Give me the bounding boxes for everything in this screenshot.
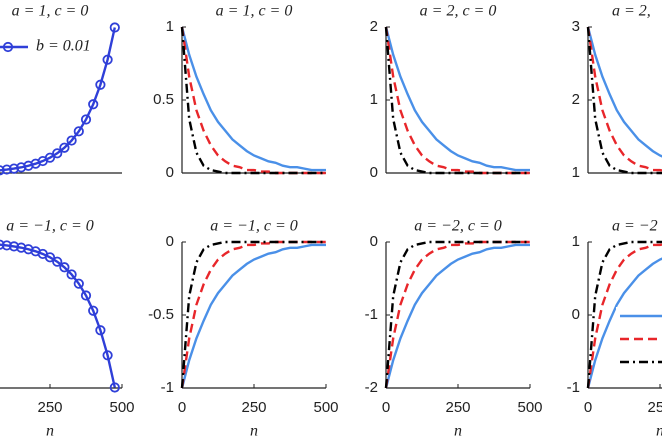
x-tick-label: 0 <box>584 399 592 416</box>
y-tick-label: 1 <box>572 233 580 250</box>
panel-title: a = −2, c = 0 <box>414 218 502 235</box>
series-line <box>384 243 530 389</box>
y-tick-label: -1 <box>161 379 174 396</box>
data-point <box>66 269 77 280</box>
panel-title: a = 1, c = 0 <box>216 3 293 20</box>
x-tick-label: 250 <box>37 399 62 416</box>
y-tick-label: 0 <box>166 164 174 181</box>
panel-title: a = −1, c = 0 <box>210 218 298 235</box>
data-point <box>16 162 27 173</box>
legend-marker <box>2 41 14 53</box>
data-point <box>52 256 63 267</box>
y-tick-label: -2 <box>365 379 378 396</box>
x-axis-label: n <box>454 423 462 440</box>
panel-title: a = −2 <box>612 218 658 235</box>
data-point <box>16 242 27 253</box>
data-point <box>66 135 77 146</box>
legend-label: b = 0.01 <box>36 38 91 55</box>
data-point <box>0 239 5 250</box>
x-tick-label: 500 <box>109 399 134 416</box>
x-tick-label: 250 <box>445 399 470 416</box>
series-line <box>586 240 662 389</box>
data-point <box>80 114 92 125</box>
series-line <box>180 240 326 389</box>
series-line <box>384 26 530 172</box>
series-line <box>0 243 116 388</box>
data-point <box>88 99 99 110</box>
y-tick-label: 0 <box>370 233 378 250</box>
panel-title: a = 2, <box>612 3 651 20</box>
data-point <box>59 262 70 273</box>
x-tick-label: 0 <box>382 399 390 416</box>
x-axis-label: n <box>656 423 662 440</box>
data-point <box>109 382 120 393</box>
y-tick-label: 0 <box>166 233 174 250</box>
series-line <box>586 257 662 389</box>
data-point <box>1 240 12 251</box>
y-tick-label: 2 <box>572 91 580 108</box>
data-point <box>8 241 20 252</box>
x-axis-label: n <box>46 423 54 440</box>
data-point <box>95 79 106 90</box>
series-line <box>180 240 326 389</box>
x-tick-label: 250 <box>241 399 266 416</box>
series-line <box>586 26 662 175</box>
series-line <box>384 26 530 175</box>
data-point <box>44 252 56 263</box>
x-tick-label: 500 <box>517 399 542 416</box>
data-point <box>102 54 113 65</box>
panel-title: a = −1, c = 0 <box>6 218 94 235</box>
series-line <box>586 243 662 389</box>
data-point <box>109 22 120 33</box>
series-line <box>384 26 530 175</box>
y-tick-label: 1 <box>166 18 174 35</box>
data-point <box>1 164 12 175</box>
series-line <box>586 26 662 172</box>
series-line <box>384 240 530 389</box>
data-point <box>80 290 92 301</box>
series-line <box>180 243 326 389</box>
x-axis-label: n <box>250 423 258 440</box>
panel-title: a = 2, c = 0 <box>420 3 497 20</box>
data-point <box>59 142 70 153</box>
data-point <box>0 165 5 176</box>
x-tick-label: 250 <box>647 399 662 416</box>
data-point <box>88 305 99 316</box>
data-point <box>52 148 63 159</box>
series-line <box>180 26 326 175</box>
series-line <box>180 26 326 175</box>
data-point <box>8 163 20 174</box>
data-point <box>44 152 56 163</box>
series-line <box>180 26 326 172</box>
y-tick-label: -1 <box>365 306 378 323</box>
x-tick-label: 500 <box>313 399 338 416</box>
x-tick-label: 0 <box>178 399 186 416</box>
y-tick-label: 0 <box>370 164 378 181</box>
y-tick-label: 0 <box>572 306 580 323</box>
y-tick-label: 3 <box>572 18 580 35</box>
series-line <box>384 240 530 389</box>
series-line <box>586 26 662 158</box>
y-tick-label: -1 <box>567 379 580 396</box>
data-point <box>73 126 84 137</box>
y-tick-label: 1 <box>370 91 378 108</box>
y-tick-label: -0.5 <box>148 306 174 323</box>
panel-title: a = 1, c = 0 <box>12 3 89 20</box>
data-point <box>95 325 106 336</box>
data-point <box>102 350 113 361</box>
y-tick-label: 0.5 <box>153 91 174 108</box>
y-tick-label: 2 <box>370 18 378 35</box>
y-tick-label: 1 <box>572 164 580 181</box>
data-point <box>73 278 84 289</box>
